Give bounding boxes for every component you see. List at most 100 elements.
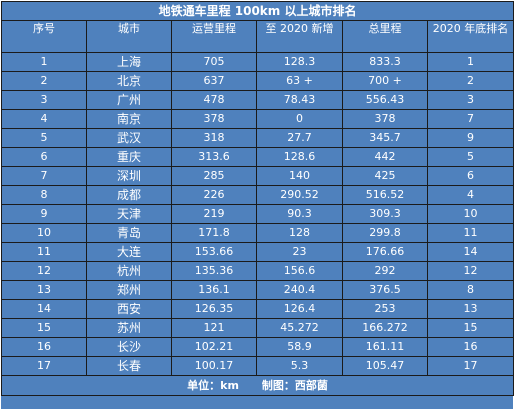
table-row: 10 青岛 171.8 128 299.8 11 [1,223,514,243]
cell-operating: 313.6 [171,147,257,167]
table-row: 1 上海 705 128.3 833.3 1 [1,52,514,72]
cell-rank: 11 [1,242,87,262]
cell-operating: 121 [171,318,257,338]
cell-city: 深圳 [86,166,172,186]
cell-rank-2020: 7 [426,109,514,129]
cell-added: 78.43 [256,90,343,110]
cell-rank: 16 [1,337,87,357]
cell-total: 292 [342,261,428,281]
table-title-row: 地铁通车里程 100km 以上城市排名 [0,1,514,21]
table-row: 17 长春 100.17 5.3 105.47 17 [1,356,514,376]
cell-operating: 637 [171,71,257,91]
cell-added: 90.3 [256,204,343,224]
cell-added: 128 [256,223,343,243]
cell-rank-2020: 4 [426,185,514,205]
cell-rank-2020: 16 [426,337,514,357]
cell-rank: 9 [1,204,87,224]
cell-rank-2020: 3 [426,90,514,110]
cell-rank: 7 [1,166,87,186]
cell-operating: 478 [171,90,257,110]
cell-city: 广州 [86,90,172,110]
header-row: 序号 城市 运营里程 至 2020 新增 总里程 2020 年底排名 [1,20,514,53]
cell-operating: 102.21 [171,337,257,357]
cell-city: 大连 [86,242,172,262]
cell-rank-2020: 8 [426,280,514,300]
cell-rank: 15 [1,318,87,338]
cell-rank-2020: 17 [426,356,514,376]
header-operating: 运营里程 [171,20,257,53]
cell-operating: 153.66 [171,242,257,262]
cell-operating: 171.8 [171,223,257,243]
cell-rank-2020: 9 [426,128,514,148]
cell-total: 378 [342,109,428,129]
cell-rank: 10 [1,223,87,243]
cell-total: 253 [342,299,428,319]
table-row: 8 成都 226 290.52 516.52 4 [1,185,514,205]
cell-operating: 318 [171,128,257,148]
cell-total: 833.3 [342,52,428,72]
cell-total: 556.43 [342,90,428,110]
table-footer: 单位：km 制图：西部菌 [0,375,514,396]
header-rank: 序号 [1,20,87,53]
table-row: 6 重庆 313.6 128.6 442 5 [1,147,514,167]
cell-total: 166.272 [342,318,428,338]
cell-rank-2020: 5 [426,147,514,167]
cell-total: 161.11 [342,337,428,357]
table-row: 14 西安 126.35 126.4 253 13 [1,299,514,319]
cell-rank-2020: 2 [426,71,514,91]
cell-rank-2020: 15 [426,318,514,338]
header-added: 至 2020 新增 [256,20,343,53]
cell-city: 南京 [86,109,172,129]
cell-added: 240.4 [256,280,343,300]
cell-city: 青岛 [86,223,172,243]
table-row: 5 武汉 318 27.7 345.7 9 [1,128,514,148]
cell-operating: 226 [171,185,257,205]
cell-total: 105.47 [342,356,428,376]
cell-city: 苏州 [86,318,172,338]
cell-operating: 100.17 [171,356,257,376]
cell-added: 128.3 [256,52,343,72]
cell-city: 郑州 [86,280,172,300]
header-rank-2020: 2020 年底排名 [426,20,514,53]
cell-rank: 4 [1,109,87,129]
cell-added: 128.6 [256,147,343,167]
cell-city: 上海 [86,52,172,72]
table-row: 2 北京 637 63 +700 +2 [1,71,514,91]
cell-operating: 135.36 [171,261,257,281]
table-row: 4 南京 378 0 378 7 [1,109,514,129]
cell-added: 156.6 [256,261,343,281]
footer-row: 单位：km 制图：西部菌 [0,375,514,396]
cell-added: 58.9 [256,337,343,357]
cell-operating: 219 [171,204,257,224]
cell-rank-2020: 14 [426,242,514,262]
cell-rank: 14 [1,299,87,319]
table-row: 11 大连 153.66 23 176.66 14 [1,242,514,262]
cell-rank-2020: 1 [426,52,514,72]
cell-added: 5.3 [256,356,343,376]
cell-city: 杭州 [86,261,172,281]
table-row: 16 长沙 102.21 58.9 161.11 16 [1,337,514,357]
cell-city: 武汉 [86,128,172,148]
cell-rank: 6 [1,147,87,167]
cell-total: 516.52 [342,185,428,205]
cell-operating: 136.1 [171,280,257,300]
table-row: 15 苏州 121 45.272 166.272 15 [1,318,514,338]
cell-rank: 13 [1,280,87,300]
cell-rank-2020: 11 [426,223,514,243]
cell-total: 700 + [342,71,428,91]
cell-added: 290.52 [256,185,343,205]
cell-city: 天津 [86,204,172,224]
cell-city: 重庆 [86,147,172,167]
header-total: 总里程 [342,20,428,53]
cell-rank: 17 [1,356,87,376]
table-row: 13 郑州 136.1 240.4 376.5 8 [1,280,514,300]
table-row: 3 广州 478 78.43 556.43 3 [1,90,514,110]
cell-rank-2020: 10 [426,204,514,224]
cell-rank: 2 [1,71,87,91]
cell-added: 45.272 [256,318,343,338]
cell-rank-2020: 6 [426,166,514,186]
cell-rank: 3 [1,90,87,110]
cell-city: 西安 [86,299,172,319]
cell-operating: 705 [171,52,257,72]
